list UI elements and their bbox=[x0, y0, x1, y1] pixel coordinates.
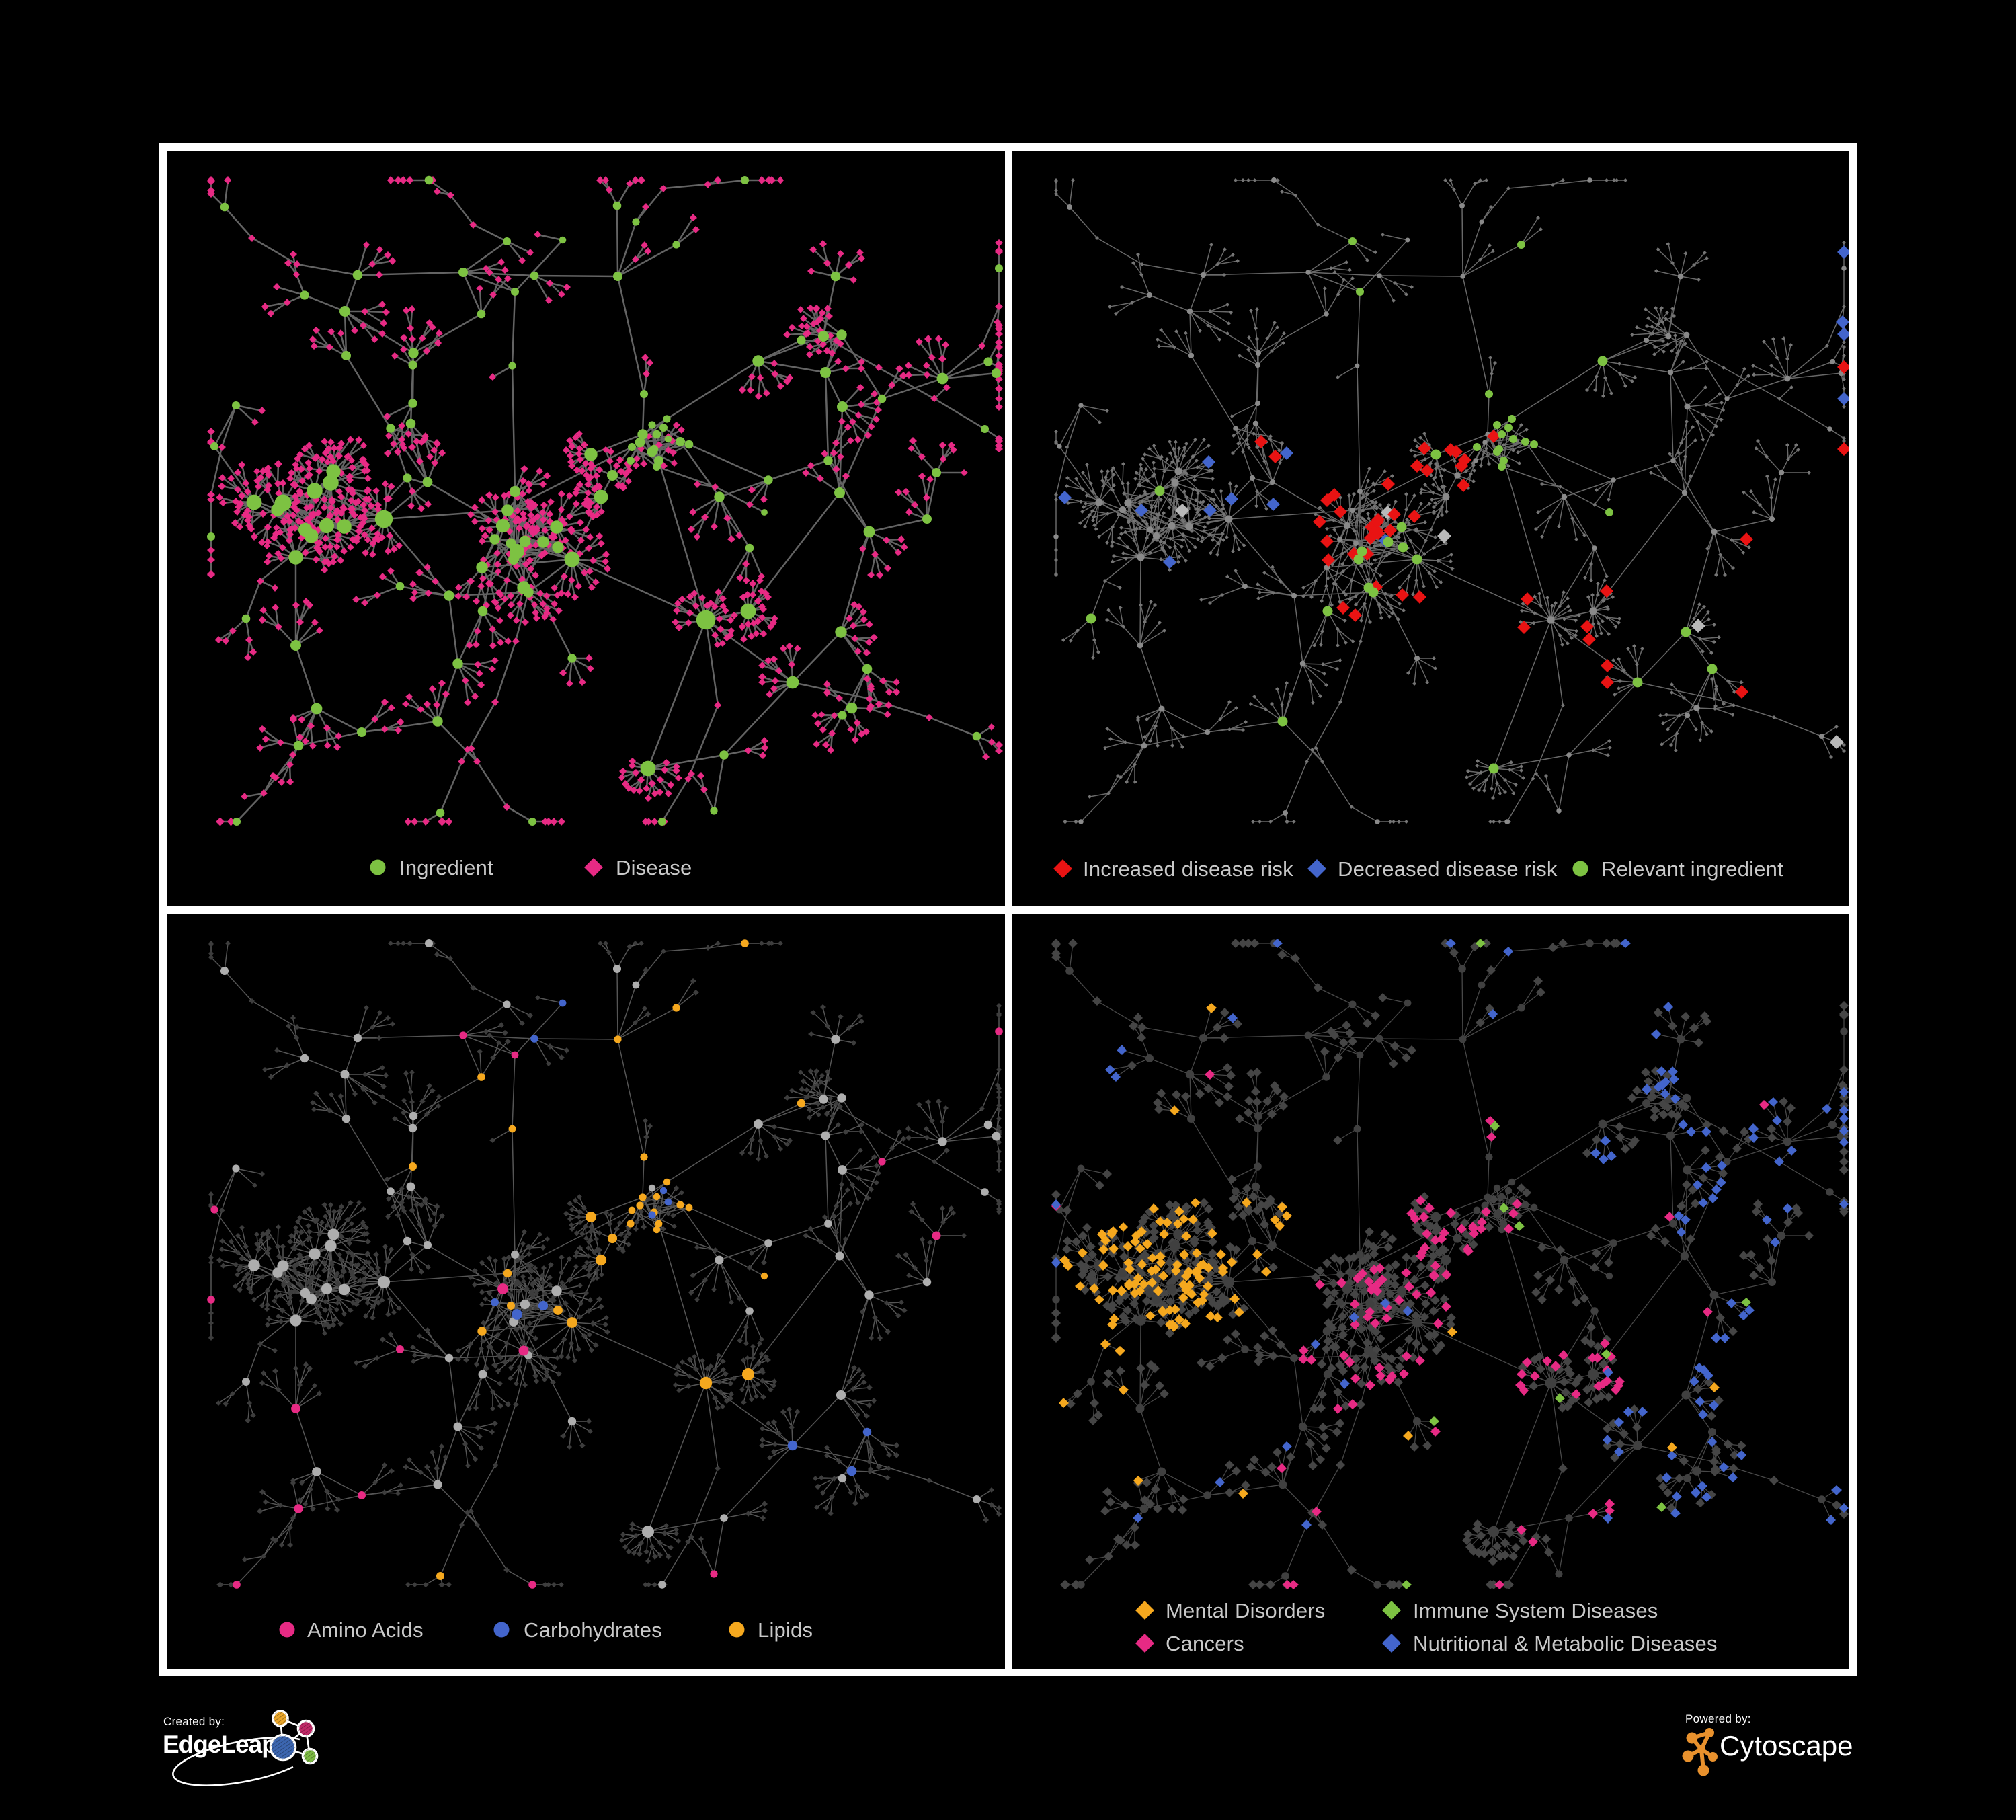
svg-text:Cancers: Cancers bbox=[1166, 1632, 1244, 1655]
svg-text:EdgeLeap: EdgeLeap bbox=[163, 1731, 276, 1758]
svg-text:Relevant ingredient: Relevant ingredient bbox=[1601, 857, 1783, 881]
svg-text:Increased disease risk: Increased disease risk bbox=[1083, 857, 1293, 881]
svg-text:Decreased disease risk: Decreased disease risk bbox=[1338, 857, 1558, 881]
svg-text:Powered by:: Powered by: bbox=[1685, 1712, 1751, 1725]
svg-text:Lipids: Lipids bbox=[758, 1618, 813, 1642]
svg-text:Created by:: Created by: bbox=[163, 1715, 225, 1728]
svg-text:Cytoscape: Cytoscape bbox=[1720, 1730, 1853, 1762]
svg-text:Mental Disorders: Mental Disorders bbox=[1166, 1599, 1326, 1622]
svg-text:Amino Acids: Amino Acids bbox=[307, 1618, 424, 1642]
svg-text:Nutritional & Metabolic Diseas: Nutritional & Metabolic Diseases bbox=[1413, 1632, 1718, 1655]
svg-text:Immune System Diseases: Immune System Diseases bbox=[1413, 1599, 1658, 1622]
svg-text:Ingredient: Ingredient bbox=[399, 856, 493, 879]
svg-text:Disease: Disease bbox=[616, 856, 692, 879]
svg-text:Carbohydrates: Carbohydrates bbox=[524, 1618, 662, 1642]
